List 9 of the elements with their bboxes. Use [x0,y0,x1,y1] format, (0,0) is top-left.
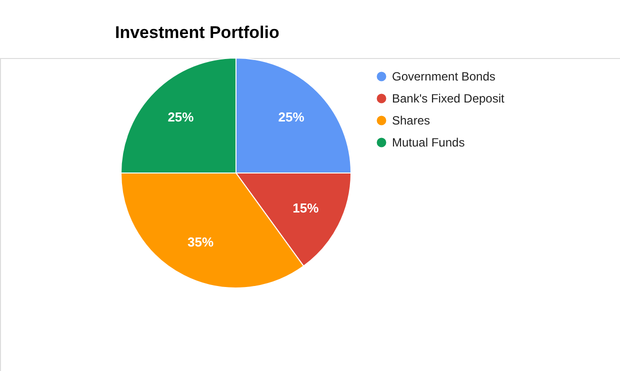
data-label: 35% [187,234,214,250]
legend-label: Shares [392,114,430,128]
data-label: 25% [168,110,194,125]
legend-label: Mutual Funds [392,136,465,150]
chart-title: Investment Portfolio [115,23,280,42]
data-label: 15% [292,200,320,216]
data-label: 25% [278,110,305,125]
legend-label: Bank's Fixed Deposit [392,92,506,106]
legend-label: Government Bonds [392,70,496,84]
